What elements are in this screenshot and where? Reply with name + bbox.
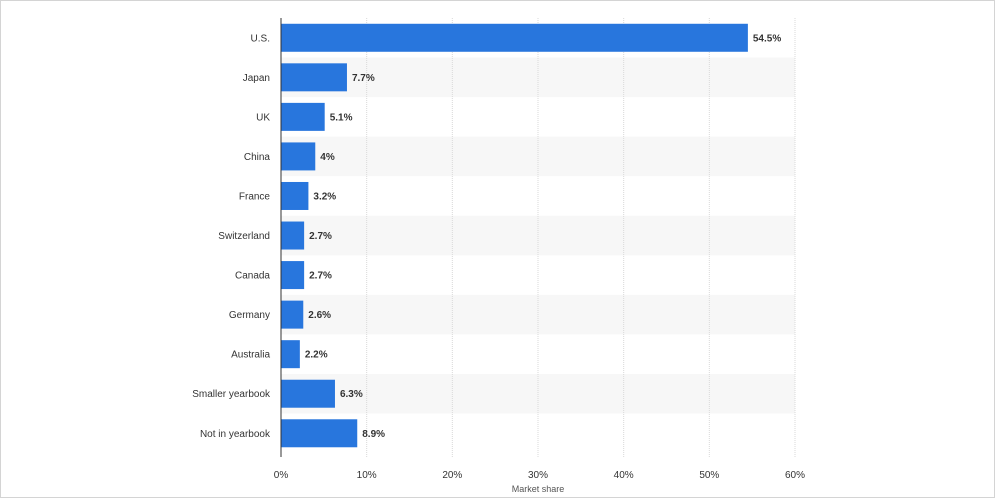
category-label: Japan: [243, 73, 270, 84]
value-label: 2.6%: [308, 310, 331, 321]
value-label: 2.2%: [305, 350, 328, 361]
category-label: China: [244, 152, 271, 163]
x-tick-label: 20%: [442, 470, 462, 481]
value-label: 6.3%: [340, 389, 363, 400]
bar-uk: [281, 102, 325, 131]
value-label: 4%: [320, 152, 335, 163]
x-tick-label: 40%: [614, 470, 634, 481]
bar-japan: [281, 63, 347, 92]
value-labels: 54.5% 7.7% 5.1% 4% 3.2% 2.7% 2.7% 2.6% 2.2% 6.3% 8…: [305, 33, 781, 440]
bar-u-s: [281, 23, 748, 52]
bar-france: [281, 181, 309, 210]
bar-switzerland: [281, 221, 305, 250]
category-label: Australia: [231, 350, 270, 361]
value-label: 54.5%: [753, 33, 781, 44]
category-label: Canada: [235, 271, 270, 282]
bar-australia: [281, 340, 300, 369]
x-axis-title: Market share: [512, 484, 565, 494]
category-labels: U.S. Japan UK China France Switzerland Canada G…: [192, 33, 271, 440]
bars: [281, 23, 748, 448]
row-stripe: [281, 215, 795, 256]
x-tick-label: 50%: [699, 470, 719, 481]
value-label: 7.7%: [352, 73, 375, 84]
x-tick-labels: 0% 10% 20% 30% 40% 50% 60%: [274, 470, 805, 481]
value-label: 2.7%: [309, 271, 332, 282]
value-label: 5.1%: [330, 112, 353, 123]
x-tick-label: 30%: [528, 470, 548, 481]
value-label: 2.7%: [309, 231, 332, 242]
category-label: UK: [256, 112, 270, 123]
x-tick-label: 60%: [785, 470, 805, 481]
category-label: U.S.: [251, 33, 270, 44]
value-label: 8.9%: [362, 429, 385, 440]
category-label: Not in yearbook: [200, 429, 271, 440]
bar-china: [281, 142, 316, 171]
bar-smaller-yearbook: [281, 379, 335, 408]
category-label: France: [239, 191, 271, 202]
value-label: 3.2%: [313, 191, 336, 202]
bar-not-in-yearbook: [281, 419, 358, 448]
x-tick-label: 0%: [274, 470, 289, 481]
x-tick-label: 10%: [357, 470, 377, 481]
category-label: Germany: [229, 310, 270, 321]
bar-germany: [281, 300, 304, 329]
category-label: Switzerland: [218, 231, 270, 242]
category-label: Smaller yearbook: [192, 389, 271, 400]
bar-canada: [281, 261, 305, 290]
